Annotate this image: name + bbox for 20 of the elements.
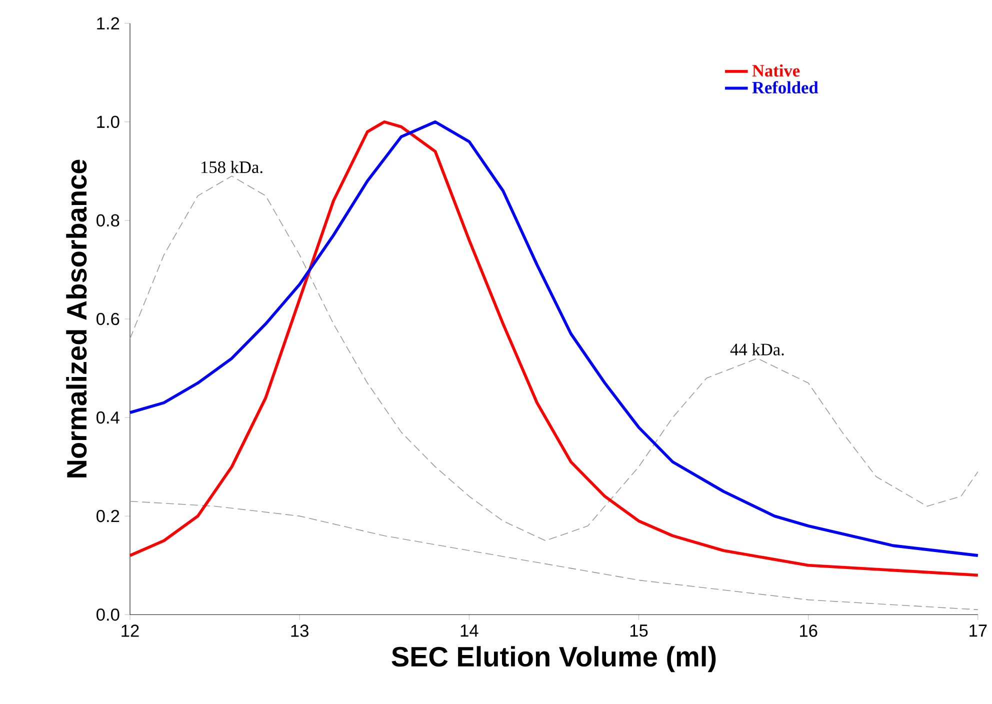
y-tick-label: 0.2 [96,510,120,522]
x-axis-title: SEC Elution Volume (ml) [392,646,716,672]
x-tick-label: 13 [291,624,308,637]
y-tick-label: 1.2 [97,17,120,30]
line-series [130,176,978,542]
legend-label: Native [752,64,800,77]
x-tick-label: 17 [970,624,987,637]
y-tick-label: 0.0 [96,608,120,621]
legend-label: Refolded [752,81,818,94]
annotation: 44 kDa. [730,343,784,356]
y-axis-title: Normalized Absorbance [66,160,87,478]
annotation: 158 kDa. [202,160,262,174]
y-tick-label: 1.0 [97,116,120,128]
x-tick-label: 15 [630,624,648,637]
y-tick-label: 0.4 [96,411,120,424]
x-tick-label: 14 [460,624,478,637]
x-tick-label: 12 [122,624,139,637]
y-tick-label: 0.6 [96,312,120,326]
x-tick-label: 16 [800,624,818,637]
y-tick-label: 0.8 [96,214,120,227]
